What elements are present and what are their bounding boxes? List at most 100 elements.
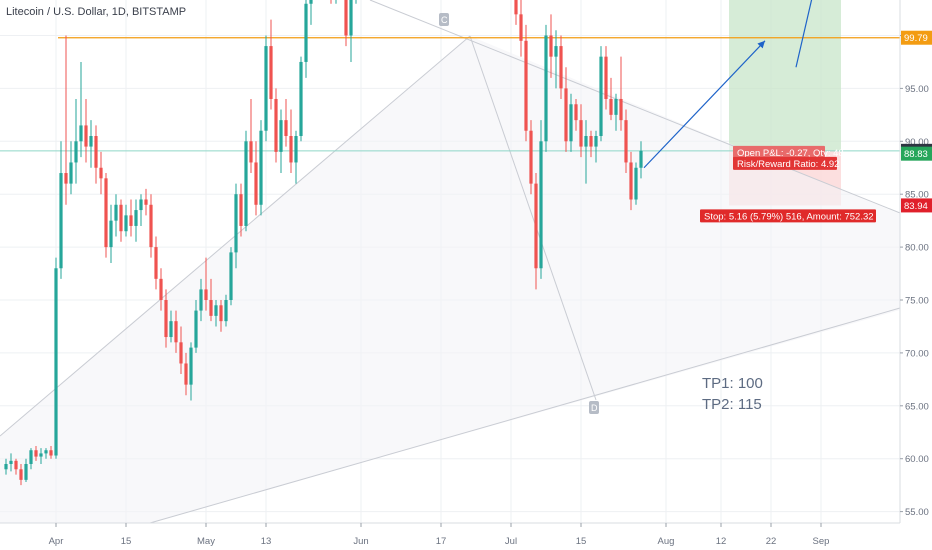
candle — [569, 93, 573, 152]
candle — [164, 289, 168, 348]
candle-body — [249, 141, 253, 163]
pattern-point-D: D — [589, 401, 599, 414]
x-tick-label: Jul — [505, 536, 517, 547]
pattern-point-bg — [589, 401, 599, 414]
x-axis-bg — [0, 523, 932, 550]
candle — [234, 183, 238, 269]
price-tag-88.83-text: 88.83 — [904, 149, 928, 160]
candle — [309, 0, 313, 25]
candle-body — [569, 104, 573, 142]
pattern-point-label: C — [441, 15, 448, 25]
x-tick-label: May — [197, 536, 215, 547]
stop-label-text: Stop: 5.16 (5.79%) 516, Amount: 752.32 — [704, 211, 874, 222]
candle — [554, 30, 558, 89]
candle-body — [589, 136, 593, 147]
candle-body — [344, 0, 348, 36]
candle — [69, 141, 73, 195]
candle-body — [74, 141, 78, 163]
candle-body — [99, 167, 103, 179]
x-tick-label: 22 — [766, 536, 777, 547]
candle — [174, 310, 178, 353]
candle — [189, 342, 193, 401]
candle — [14, 458, 18, 475]
candle-body — [44, 450, 48, 454]
candle-body — [624, 120, 628, 163]
candle — [19, 463, 23, 486]
candle-body — [564, 88, 568, 142]
candle-body — [139, 199, 143, 211]
price-tag-99.79-bg — [901, 30, 932, 45]
candle — [104, 173, 108, 258]
candle — [219, 300, 223, 332]
price-tag-83.94: 83.94 — [901, 198, 932, 213]
candle — [134, 199, 138, 242]
triangle-fill — [0, 36, 900, 523]
candle-body — [34, 450, 38, 457]
candle-body — [594, 136, 598, 147]
candle — [574, 98, 578, 131]
price-tag-88.83-bg — [901, 146, 932, 161]
candle-body — [349, 0, 353, 36]
candle — [244, 130, 248, 232]
pnl-label-bg — [733, 145, 825, 159]
candle — [269, 19, 273, 110]
candle-body — [109, 220, 113, 248]
candle — [129, 199, 133, 237]
candle — [74, 98, 78, 184]
candle-body — [39, 453, 43, 457]
candle — [259, 120, 263, 216]
x-axis[interactable]: Apr 15 May 13 Jun 17 Jul 15 Aug 12 22 Sep — [0, 522, 932, 550]
candle — [54, 257, 58, 459]
pnl-label: Open P&L: -0.27, Qty: 48 — [733, 145, 844, 159]
candle — [139, 194, 143, 226]
candle — [9, 453, 13, 472]
y-tick-label: 90.00 — [905, 137, 929, 148]
candle-body — [214, 305, 218, 316]
candle — [344, 0, 348, 47]
y-axis[interactable]: 55.00 60.00 65.00 70.00 75.00 80.00 85.00 90.00… — [899, 0, 932, 550]
candle-body — [574, 104, 578, 121]
y-tick-label: 75.00 — [905, 296, 929, 307]
projection-arrows — [643, 0, 813, 169]
x-tick-label: Apr — [49, 536, 64, 547]
candle-body — [629, 162, 633, 200]
candle — [29, 448, 33, 470]
candle — [549, 14, 553, 78]
x-tick-label: 13 — [261, 536, 272, 547]
rr-label-text: Risk/Reward Ratio: 4.92 — [737, 159, 839, 170]
candle-body — [524, 40, 528, 131]
y-tick-label: 65.00 — [905, 401, 929, 412]
tp1-annotation: TP1: 100 — [702, 375, 763, 392]
candle-body — [159, 278, 163, 300]
lower-trendline — [149, 307, 901, 524]
candle — [619, 56, 623, 131]
candle-body — [619, 98, 623, 121]
candle — [214, 300, 218, 327]
candle — [609, 77, 613, 121]
candle — [119, 199, 123, 242]
x-tick-label: 17 — [436, 536, 447, 547]
candle-body — [259, 130, 263, 205]
candle — [524, 24, 528, 142]
candle-body — [94, 136, 98, 168]
candle-body — [149, 204, 153, 248]
candle — [559, 35, 563, 99]
candle-body — [144, 199, 148, 205]
upper-trendline-right — [369, 0, 901, 214]
candle — [59, 141, 63, 279]
candle — [89, 120, 93, 168]
rr-label: Risk/Reward Ratio: 4.92 — [733, 156, 839, 170]
candle-body — [239, 194, 243, 226]
candle — [614, 93, 618, 131]
pattern-points: CD — [439, 13, 599, 414]
candle-body — [49, 450, 53, 456]
candle-body — [639, 150, 643, 168]
price-tag-99.79: 99.79 — [901, 30, 932, 45]
candle-body — [539, 141, 543, 269]
y-tick-label: 80.00 — [905, 243, 929, 254]
x-tick-label: Aug — [658, 536, 675, 547]
candle — [589, 130, 593, 158]
candle-body — [299, 61, 303, 137]
x-tick-label: 15 — [121, 536, 132, 547]
